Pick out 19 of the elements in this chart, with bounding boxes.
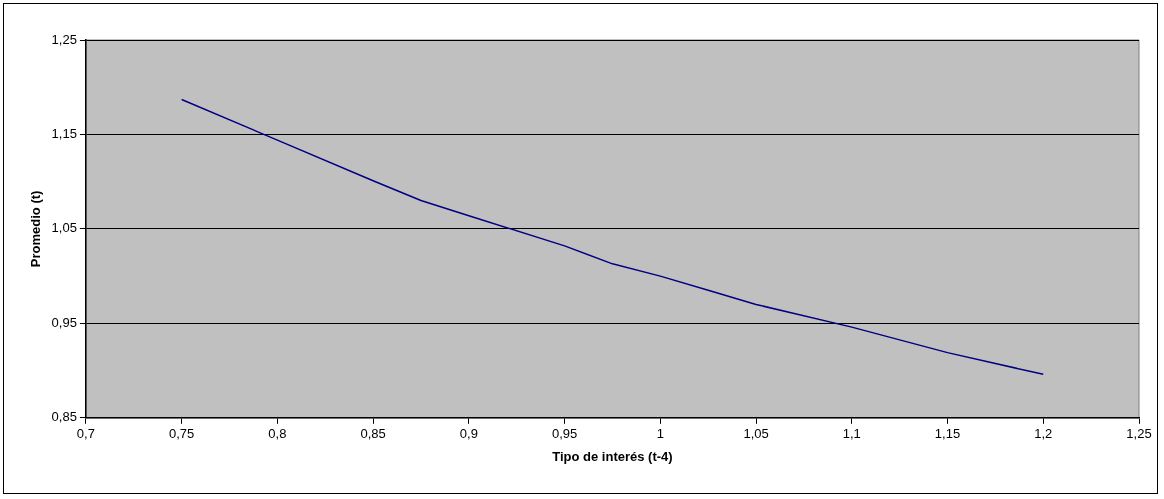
x-tick-label: 1,2	[1034, 426, 1053, 442]
x-axis-title: Tipo de interés (t-4)	[552, 448, 673, 464]
y-tick-label: 1,15	[51, 126, 77, 142]
x-tick-label: 0,75	[168, 426, 195, 442]
x-tick-label: 1,25	[1126, 426, 1152, 442]
x-tick-label: 0,7	[76, 426, 95, 442]
y-axis-title: Promedio (t)	[28, 190, 44, 268]
x-tick-label: 1,05	[743, 426, 769, 442]
x-tick-label: 0,95	[551, 426, 578, 442]
x-tick-label: 1,15	[934, 426, 961, 442]
x-tick-label: 1,1	[842, 426, 861, 442]
x-tick-label: 0,85	[360, 426, 386, 442]
x-tick-label: 0,8	[268, 426, 287, 442]
y-tick-label: 0,95	[51, 314, 77, 330]
y-tick-label: 1,05	[51, 220, 77, 236]
y-tick-label: 1,25	[51, 31, 77, 47]
y-tick-label: 0,85	[51, 409, 77, 425]
x-tick-label: 0,9	[459, 426, 478, 442]
x-tick-label: 1	[656, 426, 664, 442]
